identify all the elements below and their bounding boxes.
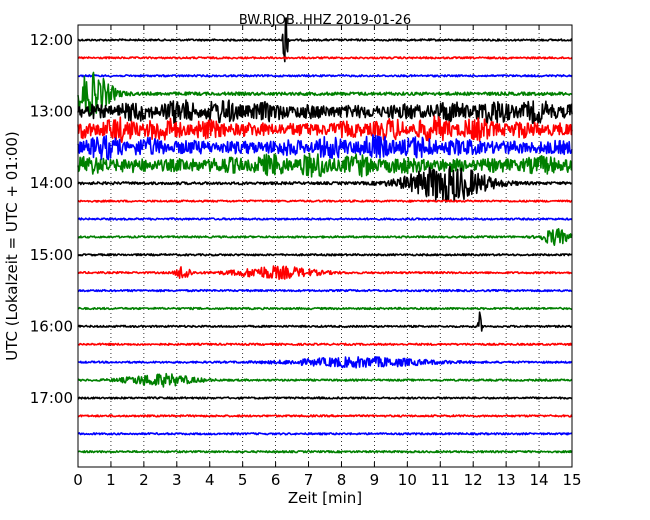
y-tick-label: 13:00 <box>30 103 73 121</box>
trace-1345 <box>77 152 573 178</box>
y-tick-label: 16:00 <box>30 317 73 335</box>
x-tick-label: 12 <box>464 471 483 489</box>
plot-frame <box>77 24 573 468</box>
x-tick-label: 0 <box>73 471 83 489</box>
x-tick-label: 7 <box>304 471 314 489</box>
trace-1430 <box>77 217 573 221</box>
trace-1215 <box>77 56 573 60</box>
trace-1700 <box>77 396 573 400</box>
x-axis-label: Zeit [min] <box>288 489 362 507</box>
trace-1600 <box>77 311 573 332</box>
y-tick-label: 12:00 <box>30 31 73 49</box>
x-tick-label: 1 <box>106 471 116 489</box>
trace-1445 <box>77 228 573 246</box>
chart-title: BW.RJOB..HHZ 2019-01-26 <box>239 13 411 28</box>
trace-1230 <box>77 74 573 78</box>
x-gridlines <box>110 25 540 467</box>
x-tick-label: 14 <box>530 471 549 489</box>
trace-1530 <box>77 288 573 293</box>
trace-1415 <box>77 199 573 203</box>
y-axis-ticks: 12:00 13:00 14:00 15:00 16:00 17:00 <box>30 31 572 407</box>
y-axis-label: UTC (Lokalzeit = UTC + 01:00) <box>3 131 21 361</box>
trace-1245 <box>77 71 573 116</box>
x-tick-label: 5 <box>238 471 248 489</box>
x-axis-ticks: 0 1 2 3 4 5 6 7 8 9 10 11 12 13 14 15 <box>73 25 582 489</box>
y-tick-label: 17:00 <box>30 389 73 407</box>
trace-1515 <box>77 265 573 281</box>
trace-1500 <box>77 253 573 257</box>
x-tick-label: 8 <box>337 471 347 489</box>
x-tick-label: 13 <box>497 471 516 489</box>
x-tick-label: 6 <box>271 471 281 489</box>
trace-1300 <box>77 99 573 124</box>
trace-1315 <box>77 115 573 144</box>
y-tick-label: 15:00 <box>30 246 73 264</box>
trace-1715 <box>77 414 573 418</box>
x-tick-label: 9 <box>370 471 380 489</box>
x-tick-label: 15 <box>562 471 581 489</box>
trace-1330 <box>77 134 573 161</box>
x-tick-label: 11 <box>431 471 450 489</box>
trace-1615 <box>77 342 573 347</box>
trace-1645 <box>77 372 573 388</box>
trace-1630 <box>77 355 573 369</box>
x-tick-label: 4 <box>205 471 215 489</box>
trace-1200 <box>77 17 573 63</box>
seismic-traces <box>77 17 573 454</box>
trace-1745 <box>77 449 573 454</box>
trace-1545 <box>77 306 573 311</box>
x-tick-label: 3 <box>172 471 182 489</box>
trace-1730 <box>77 432 573 436</box>
trace-1400 <box>77 165 573 203</box>
y-tick-label: 14:00 <box>30 174 73 192</box>
x-tick-label: 10 <box>398 471 417 489</box>
x-tick-label: 2 <box>139 471 149 489</box>
